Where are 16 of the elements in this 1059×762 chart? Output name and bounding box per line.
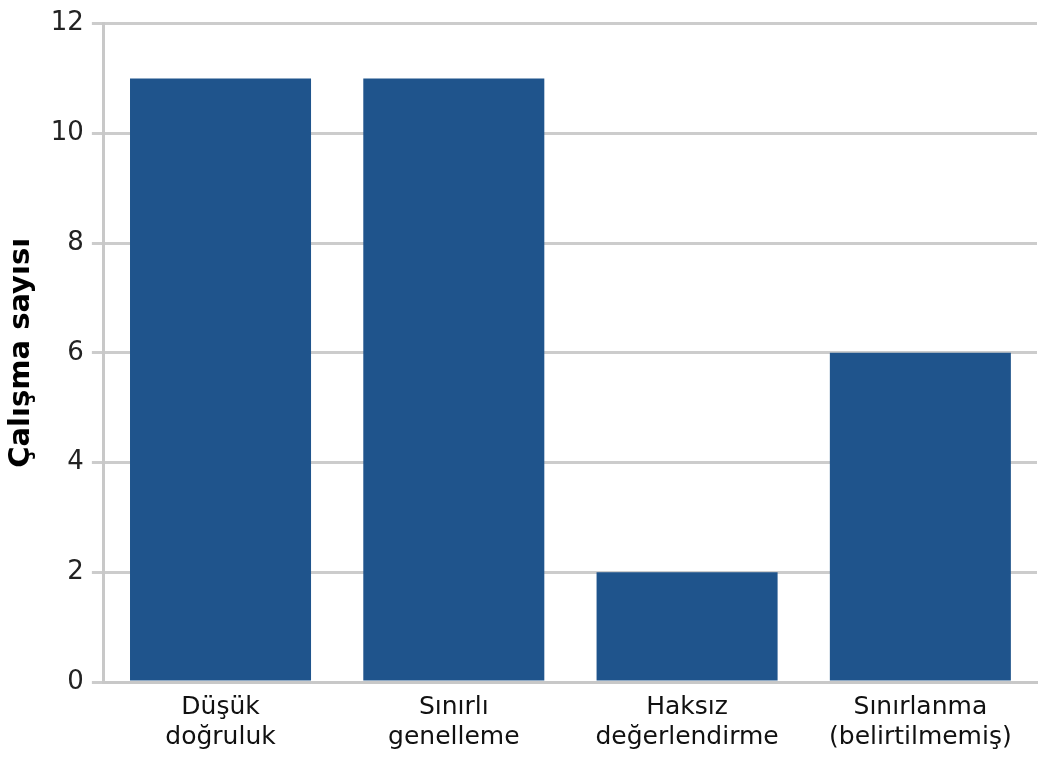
- bar: [363, 78, 545, 681]
- y-tick-label: 10: [50, 116, 84, 147]
- x-tick-label: Düşük doğruluk: [165, 690, 277, 750]
- bar: [596, 572, 778, 681]
- y-tick-label: 12: [50, 6, 84, 37]
- y-tick-label: 6: [67, 335, 84, 366]
- x-tick-label: Sınırlanma (belirtilmemiş): [829, 690, 1012, 750]
- bar: [130, 78, 312, 681]
- y-tick-label: 2: [67, 555, 84, 586]
- x-tick-label: Sınırlı genelleme: [388, 690, 520, 750]
- y-axis-title: Çalışma sayısı: [1, 237, 36, 468]
- y-tick-label: 8: [67, 225, 84, 256]
- x-tick-label: Haksız değerlendirme: [595, 690, 779, 750]
- y-tick-label: 0: [67, 664, 84, 695]
- y-tick-label: 4: [67, 445, 84, 476]
- bar: [829, 352, 1011, 681]
